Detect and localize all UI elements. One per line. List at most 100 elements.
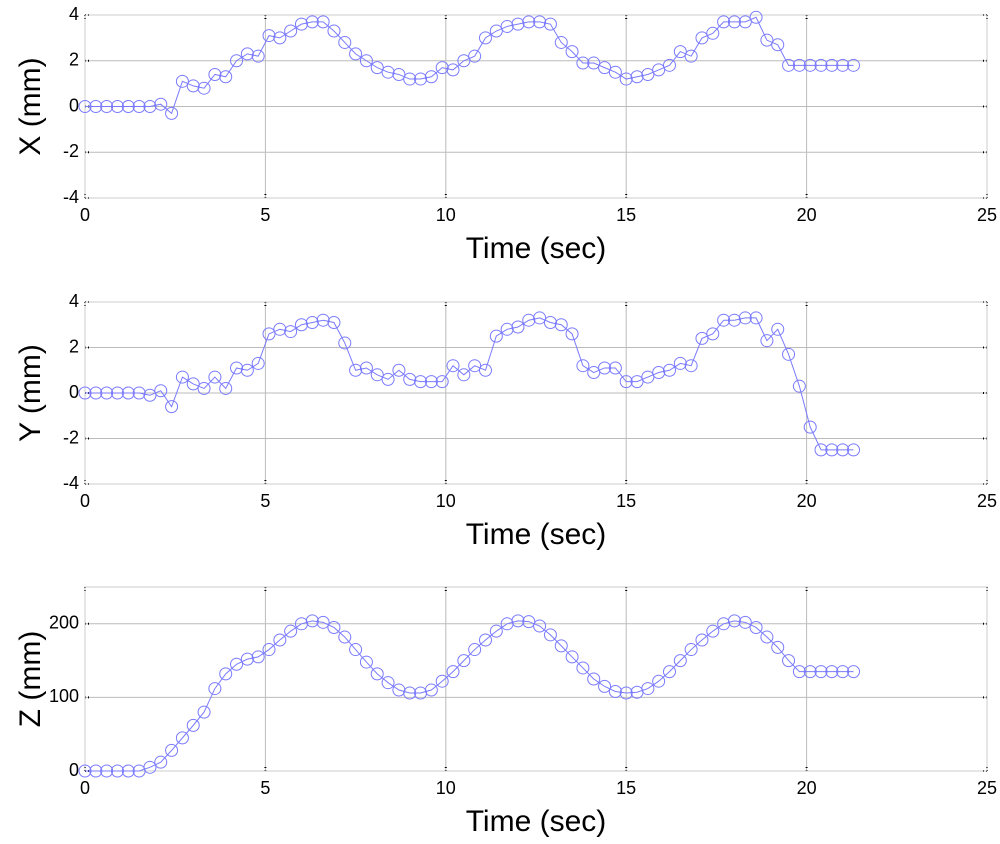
data-point bbox=[370, 368, 384, 382]
data-point bbox=[359, 361, 373, 375]
data-point bbox=[825, 443, 839, 457]
data-point bbox=[554, 35, 568, 49]
data-point bbox=[89, 764, 103, 778]
data-point bbox=[240, 363, 254, 377]
data-point bbox=[186, 718, 200, 732]
data-point bbox=[89, 386, 103, 400]
data-point bbox=[489, 24, 503, 38]
data-point bbox=[100, 100, 114, 113]
data-point bbox=[543, 628, 557, 642]
data-point bbox=[197, 81, 211, 95]
data-point bbox=[78, 386, 92, 400]
data-point bbox=[782, 654, 796, 668]
data-point bbox=[673, 356, 687, 370]
x-tick-label: 0 bbox=[80, 205, 90, 225]
data-point bbox=[619, 686, 633, 700]
x-tick-label: 20 bbox=[797, 205, 817, 225]
data-point bbox=[208, 370, 222, 384]
data-point bbox=[273, 633, 287, 647]
data-point bbox=[478, 31, 492, 45]
data-point bbox=[554, 318, 568, 332]
data-point bbox=[543, 17, 557, 31]
data-point bbox=[208, 682, 222, 696]
x-tick-label: 10 bbox=[436, 205, 456, 225]
y-tick-label: 2 bbox=[69, 50, 79, 70]
data-point bbox=[760, 33, 774, 47]
data-point bbox=[435, 375, 449, 389]
data-point bbox=[78, 764, 92, 778]
data-point bbox=[468, 643, 482, 657]
data-point bbox=[219, 381, 233, 395]
data-point bbox=[175, 370, 189, 384]
data-point bbox=[349, 47, 363, 61]
x-tick-label: 20 bbox=[797, 491, 817, 511]
data-point bbox=[100, 764, 114, 778]
data-point bbox=[327, 620, 341, 634]
data-point bbox=[565, 327, 579, 341]
y-tick-label: 4 bbox=[69, 291, 79, 311]
data-point bbox=[825, 665, 839, 679]
data-point bbox=[143, 388, 157, 402]
data-point bbox=[100, 386, 114, 400]
data-point bbox=[446, 63, 460, 77]
y-tick-label: 0 bbox=[69, 95, 79, 115]
x-tick-label: 25 bbox=[977, 205, 997, 225]
data-point bbox=[370, 61, 384, 75]
data-point bbox=[554, 639, 568, 653]
y-tick-label: -2 bbox=[63, 427, 79, 447]
data-point bbox=[457, 654, 471, 668]
data-point bbox=[684, 49, 698, 63]
data-point bbox=[240, 47, 254, 61]
x-tick-label: 10 bbox=[436, 778, 456, 798]
x-axis-label: Time (sec) bbox=[466, 232, 607, 265]
data-point bbox=[641, 67, 655, 81]
data-point bbox=[154, 755, 168, 769]
y-tick-label: 200 bbox=[49, 613, 79, 633]
data-point bbox=[717, 313, 731, 327]
data-point bbox=[587, 366, 601, 380]
data-point bbox=[208, 67, 222, 81]
data-point bbox=[121, 764, 135, 778]
x-tick-label: 15 bbox=[616, 778, 636, 798]
data-point bbox=[392, 363, 406, 377]
data-point bbox=[738, 615, 752, 629]
data-point bbox=[403, 72, 417, 86]
data-point bbox=[673, 45, 687, 59]
data-point bbox=[489, 624, 503, 638]
data-point bbox=[175, 74, 189, 88]
data-point bbox=[749, 10, 763, 24]
data-point bbox=[468, 359, 482, 373]
data-line bbox=[85, 317, 854, 451]
data-point bbox=[89, 100, 103, 113]
data-point bbox=[652, 63, 666, 77]
data-point bbox=[608, 361, 622, 375]
data-point bbox=[165, 106, 179, 120]
data-point bbox=[349, 643, 363, 657]
data-point bbox=[262, 643, 276, 657]
y-tick-label: 100 bbox=[49, 686, 79, 706]
data-point bbox=[576, 56, 590, 70]
data-point bbox=[792, 379, 806, 393]
data-point bbox=[359, 655, 373, 669]
data-point bbox=[143, 760, 157, 774]
data-point bbox=[608, 685, 622, 699]
data-point bbox=[424, 683, 438, 697]
data-point bbox=[533, 311, 547, 325]
data-point bbox=[305, 315, 319, 329]
data-point bbox=[803, 665, 817, 679]
y-axis-label: X (mm) bbox=[14, 57, 47, 155]
data-point bbox=[338, 336, 352, 350]
data-point bbox=[630, 375, 644, 389]
data-point bbox=[803, 58, 817, 72]
data-point bbox=[414, 72, 428, 86]
data-point bbox=[662, 363, 676, 377]
plot-frame bbox=[84, 586, 988, 772]
y-tick-label: -4 bbox=[63, 473, 79, 493]
data-point bbox=[262, 29, 276, 43]
data-point bbox=[684, 643, 698, 657]
x-tick-label: 15 bbox=[616, 205, 636, 225]
data-point bbox=[749, 620, 763, 634]
data-point bbox=[143, 100, 157, 113]
